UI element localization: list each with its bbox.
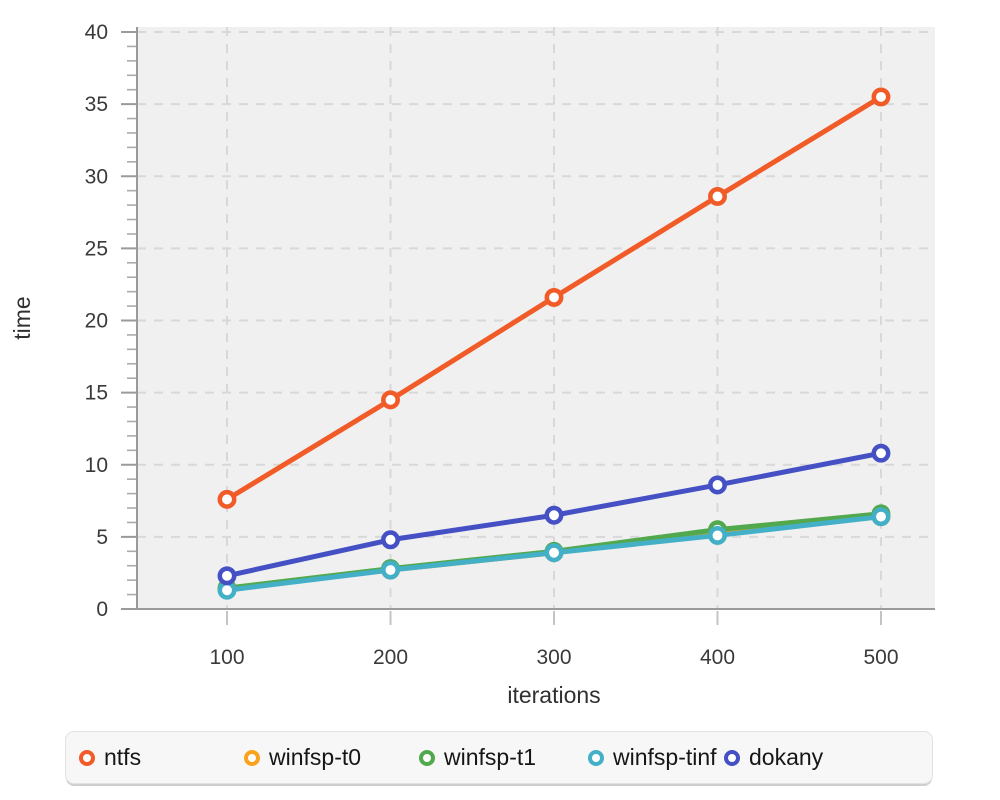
series-marker-icon — [79, 749, 95, 766]
legend-item-winfsp-t0[interactable]: winfsp-t0 — [244, 744, 419, 771]
data-point-winfsp-tinf — [871, 507, 891, 527]
data-point-dokany — [217, 566, 237, 586]
y-tick-label: 5 — [96, 526, 108, 549]
series-marker-icon — [724, 749, 740, 766]
data-point-ntfs — [217, 489, 237, 509]
data-point-dokany — [544, 505, 564, 525]
data-point-winfsp-tinf — [708, 525, 727, 545]
x-tick-label: 200 — [373, 646, 408, 669]
data-point-dokany — [381, 530, 400, 550]
data-point-ntfs — [381, 390, 400, 410]
y-tick-label: 25 — [85, 237, 108, 260]
data-point-ntfs — [708, 186, 727, 206]
x-tick-label: 400 — [700, 646, 735, 669]
x-tick-label: 100 — [209, 646, 244, 669]
legend-item-winfsp-tinf[interactable]: winfsp-tinf — [588, 744, 724, 771]
legend: ntfs winfsp-t0 winfsp-t1 winfsp-tinf dokany — [65, 731, 933, 784]
legend-label: dokany — [749, 744, 824, 770]
data-point-dokany — [708, 475, 727, 495]
legend-label: winfsp-tinf — [613, 744, 717, 770]
series-marker-icon — [244, 749, 260, 766]
plot-area: 0 5 10 15 20 25 30 35 40 100 200 300 400 500 — [85, 21, 935, 669]
series-marker-icon — [419, 749, 435, 766]
data-point-winfsp-tinf — [381, 560, 400, 580]
y-tick-label: 15 — [85, 382, 108, 405]
data-point-ntfs — [871, 87, 891, 107]
x-tick-label: 500 — [863, 646, 898, 669]
data-point-dokany — [871, 443, 891, 463]
legend-label: ntfs — [104, 744, 142, 770]
legend-label: winfsp-t1 — [444, 744, 537, 770]
x-axis-title: iterations — [507, 682, 600, 708]
data-point-winfsp-tinf — [544, 543, 564, 563]
legend-item-winfsp-t1[interactable]: winfsp-t1 — [419, 744, 588, 771]
y-tick-label: 10 — [85, 454, 108, 477]
y-tick-label: 20 — [85, 310, 108, 333]
legend-item-ntfs[interactable]: ntfs — [79, 744, 244, 771]
x-tick-label: 300 — [536, 646, 571, 669]
series-marker-icon — [588, 749, 604, 766]
data-point-ntfs — [544, 287, 564, 307]
legend-label: winfsp-t0 — [269, 744, 362, 770]
y-tick-label: 40 — [85, 21, 108, 44]
plot-background — [137, 27, 935, 609]
y-tick-label: 0 — [96, 598, 108, 621]
y-tick-label: 35 — [85, 93, 108, 116]
legend-item-dokany[interactable]: dokany — [724, 744, 823, 771]
y-axis-title: time — [9, 296, 35, 339]
y-tick-label: 30 — [85, 165, 108, 188]
